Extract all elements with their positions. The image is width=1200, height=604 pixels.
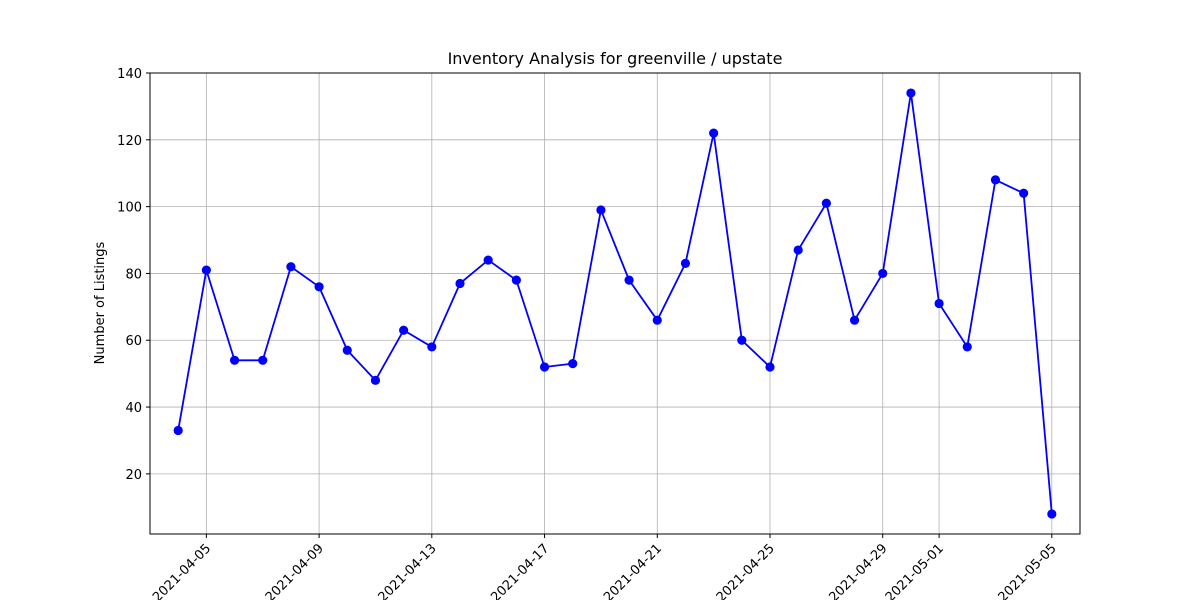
data-point	[793, 245, 803, 255]
data-point	[201, 265, 211, 275]
data-point	[990, 175, 1001, 185]
x-tick-label: 2021-05-01	[883, 541, 947, 600]
data-point	[173, 425, 183, 436]
y-tick-label: 100	[117, 201, 142, 216]
data-point	[596, 205, 606, 215]
data-point	[539, 362, 550, 372]
y-tick-label: 60	[125, 334, 142, 349]
data-point	[314, 282, 324, 292]
x-tick-label: 2021-04-17	[488, 541, 552, 600]
data-point	[229, 355, 240, 365]
chart-title: Inventory Analysis for greenville / upst…	[448, 49, 783, 68]
data-point	[511, 275, 521, 285]
y-tick-label: 20	[125, 468, 142, 483]
series-line	[177, 92, 1053, 515]
data-point	[821, 198, 831, 208]
y-tick-label: 120	[117, 134, 142, 149]
y-axis-ticks: 20 40 60 80 100 120 140	[117, 67, 150, 483]
data-point	[934, 298, 944, 309]
data-point	[709, 128, 719, 138]
y-tick-label: 140	[117, 67, 142, 82]
x-tick-label: 2021-04-25	[714, 541, 778, 600]
x-tick-label: 2021-04-05	[150, 541, 214, 600]
grid-lines	[150, 72, 1080, 534]
data-point	[737, 335, 747, 345]
x-tick-label: 2021-04-09	[263, 541, 327, 600]
data-point	[483, 255, 493, 265]
data-point	[286, 262, 296, 272]
data-point	[624, 275, 634, 285]
x-tick-label: 2021-04-13	[376, 541, 440, 600]
x-tick-label: 2021-04-29	[827, 541, 891, 600]
data-point	[370, 375, 381, 385]
data-point	[652, 315, 662, 325]
plot-frame	[149, 72, 1081, 535]
data-point	[680, 258, 691, 269]
data-point	[1019, 188, 1029, 198]
y-tick-label: 40	[125, 401, 142, 416]
data-point	[342, 345, 352, 355]
data-point	[962, 342, 972, 352]
y-axis-label: Number of Listings	[93, 241, 108, 364]
x-tick-label: 2021-04-21	[601, 541, 665, 600]
y-tick-label: 80	[125, 267, 142, 282]
data-point	[906, 88, 916, 98]
x-tick-label: 2021-05-05	[996, 541, 1060, 600]
x-axis-ticks: 2021-04-05 2021-04-09 2021-04-13 2021-04-17…	[150, 534, 1060, 604]
data-point	[399, 325, 409, 335]
data-point	[568, 359, 578, 369]
data-points	[173, 88, 1057, 519]
data-point	[1047, 509, 1057, 519]
data-point	[258, 355, 268, 365]
series-line-layer	[177, 92, 1053, 515]
data-point	[455, 278, 465, 289]
data-point	[878, 268, 888, 279]
data-point	[427, 342, 437, 352]
data-point	[765, 362, 775, 372]
data-point	[849, 315, 860, 325]
